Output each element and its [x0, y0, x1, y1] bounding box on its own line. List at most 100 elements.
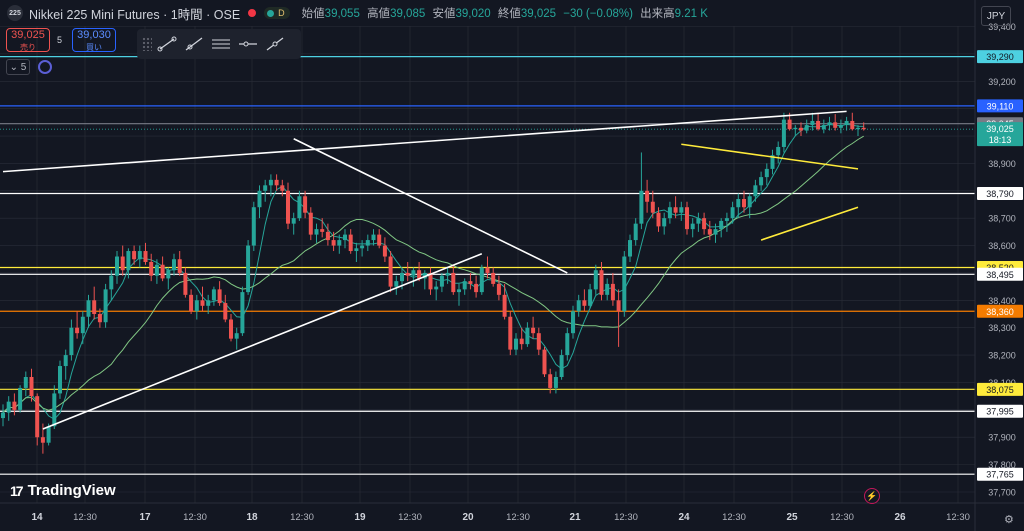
trend-line-icon[interactable] — [155, 33, 179, 55]
candle-body — [217, 289, 222, 304]
volume-label: 出来高 — [640, 8, 675, 20]
candle-body — [303, 196, 308, 213]
gear-icon[interactable]: ⚙ — [1004, 514, 1014, 526]
x-tick-label: 12:30 — [946, 512, 970, 523]
level-tag — [977, 99, 1023, 113]
candle-body — [246, 245, 251, 293]
y-tick-label: 38,900 — [988, 159, 1016, 169]
candle-body — [229, 319, 233, 339]
trend-line — [760, 206, 859, 241]
candle-body — [816, 120, 821, 130]
candle-body — [690, 223, 695, 230]
high-label: 高値 — [367, 8, 391, 20]
trend-line — [293, 138, 568, 274]
symbol-title[interactable]: Nikkei 225 Mini Futures · 1時間 · OSE — [29, 7, 241, 22]
symbol-logo[interactable]: 225 — [7, 5, 23, 21]
sell-price: 39,025 — [11, 29, 45, 41]
candles — [1, 112, 866, 454]
candle-body — [571, 311, 575, 334]
x-tick-label: 25 — [786, 512, 798, 523]
level-tag — [977, 404, 1023, 418]
candle-body — [297, 196, 302, 219]
candle-body — [468, 281, 473, 284]
candle-body — [519, 338, 524, 345]
candle-body — [411, 270, 416, 276]
horizontal-line-icon[interactable] — [236, 33, 260, 55]
y-tick-label: 37,800 — [988, 460, 1016, 470]
candle-body — [742, 199, 746, 208]
candle-body — [365, 240, 370, 246]
buy-button[interactable]: 39,030 買い — [72, 28, 116, 52]
delay-tag[interactable]: D — [264, 7, 290, 19]
candle-body — [160, 264, 165, 279]
candle-body — [496, 283, 501, 295]
trendlines — [2, 110, 859, 430]
level-tag-label: 39,110 — [987, 101, 1014, 111]
candle-body — [542, 349, 547, 375]
ray-icon[interactable] — [182, 33, 206, 55]
delay-tag-label: D — [278, 8, 285, 18]
drawing-toolbar — [137, 29, 301, 59]
candle-body — [371, 234, 376, 241]
candle-body — [200, 300, 205, 306]
candle-body — [308, 212, 313, 235]
candle-body — [776, 146, 781, 156]
x-tick-label: 12:30 — [73, 512, 97, 523]
candle-body — [291, 218, 296, 224]
candle-body — [58, 366, 62, 394]
close-label: 終値 — [497, 8, 521, 20]
candle-body — [451, 272, 456, 293]
extended-line-icon[interactable] — [263, 33, 287, 55]
y-tick-label: 38,600 — [988, 241, 1016, 251]
candle-body — [838, 125, 843, 128]
candle-body — [508, 316, 513, 350]
candle-body — [667, 207, 672, 219]
candle-body — [263, 185, 268, 191]
x-tick-label: 14 — [31, 512, 43, 523]
candle-body — [120, 256, 125, 271]
candle-body — [445, 272, 450, 276]
parallel-channel-icon[interactable] — [209, 33, 233, 55]
lightning-icon[interactable]: ⚡ — [864, 488, 880, 504]
currency-selector[interactable]: JPY — [981, 6, 1011, 26]
x-tick-label: 24 — [678, 512, 690, 523]
trend-line — [2, 110, 847, 173]
candle-body — [605, 283, 610, 295]
indicator-collapse-button[interactable]: ⌄ 5 — [6, 59, 30, 75]
price-axis: 39,40039,20039,00038,90038,80038,70038,6… — [974, 0, 1023, 531]
candle-body — [457, 289, 461, 293]
candle-body — [810, 120, 815, 126]
candle-body — [63, 355, 68, 367]
candle-body — [673, 207, 678, 213]
tradingview-logo[interactable]: 17 TradingView — [10, 482, 116, 499]
level-tag-label: 38,790 — [986, 189, 1014, 199]
market-status-dot[interactable] — [248, 9, 257, 17]
candle-body — [154, 264, 159, 276]
candle-body — [827, 122, 832, 126]
candle-body — [833, 122, 838, 128]
candle-body — [189, 294, 194, 312]
candle-body — [850, 120, 855, 130]
candle-body — [194, 300, 199, 312]
candle-body — [40, 437, 45, 443]
candle-body — [274, 179, 279, 186]
candle-body — [662, 218, 667, 227]
level-tag — [977, 304, 1023, 318]
spread-value: 5 — [57, 35, 63, 45]
drag-handle-icon[interactable] — [142, 37, 152, 51]
candle-body — [46, 426, 51, 443]
candle-body — [388, 256, 393, 287]
open-label: 始値 — [301, 8, 325, 20]
candle-body — [103, 289, 108, 323]
candle-body — [360, 245, 365, 249]
buy-label: 買い — [86, 43, 102, 52]
sell-button[interactable]: 39,025 売り — [6, 28, 50, 52]
indicator-settings-icon[interactable] — [38, 60, 52, 74]
candle-body — [434, 286, 439, 290]
y-tick-label: 39,400 — [988, 22, 1016, 32]
candle-body — [588, 289, 593, 306]
low-label: 安値 — [432, 8, 456, 20]
y-tick-label: 38,300 — [988, 323, 1016, 333]
x-tick-label: 21 — [569, 512, 581, 523]
